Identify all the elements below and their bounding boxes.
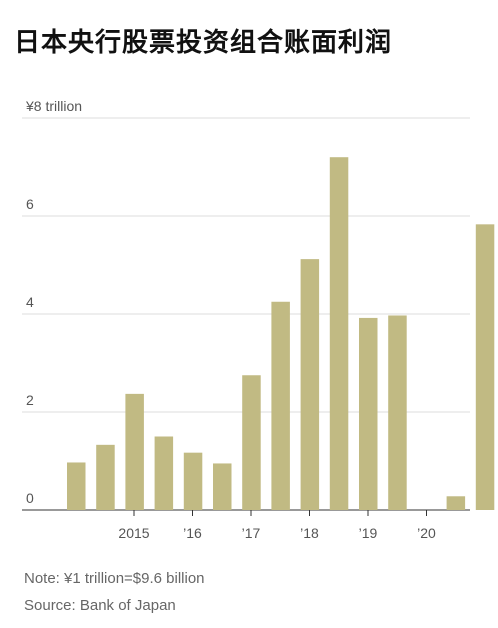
x-tick-label: 2015	[118, 525, 149, 541]
bar	[67, 462, 86, 510]
bar	[359, 317, 378, 510]
x-axis-ticks: 2015 ’16 ’17 ’18 ’19 ’20	[118, 510, 436, 541]
bar	[183, 452, 203, 510]
bar	[96, 444, 115, 510]
x-tick-label: ’20	[417, 525, 436, 541]
bar	[388, 315, 407, 510]
y-tick-label: 0	[26, 490, 34, 506]
y-axis-tick-labels: 0 2 4 6 ¥8 trillion	[25, 98, 82, 506]
bar	[154, 436, 174, 510]
bar	[271, 301, 290, 510]
x-tick-label: ’19	[359, 525, 378, 541]
y-tick-label: ¥8 trillion	[25, 98, 82, 114]
x-tick-label: ’18	[300, 525, 319, 541]
bar	[125, 393, 144, 510]
bar-chart: 0 2 4 6 ¥8 trillion 2015 ’16 ’17 ’18 ’19 ’20	[22, 98, 495, 541]
bar	[329, 157, 349, 510]
footnote: Note: ¥1 trillion=$9.6 billion	[24, 570, 205, 587]
y-tick-label: 6	[26, 196, 34, 212]
bar	[300, 259, 320, 510]
x-tick-label: ’16	[183, 525, 202, 541]
bars	[67, 157, 495, 510]
y-tick-label: 4	[26, 294, 34, 310]
bar	[213, 463, 232, 510]
chart-title: 日本央行股票投资组合账面利润	[14, 28, 393, 58]
y-tick-label: 2	[26, 392, 34, 408]
bar	[446, 496, 466, 510]
x-tick-label: ’17	[242, 525, 261, 541]
bar	[242, 375, 261, 510]
bar	[475, 224, 495, 510]
source-line: Source: Bank of Japan	[24, 597, 176, 614]
